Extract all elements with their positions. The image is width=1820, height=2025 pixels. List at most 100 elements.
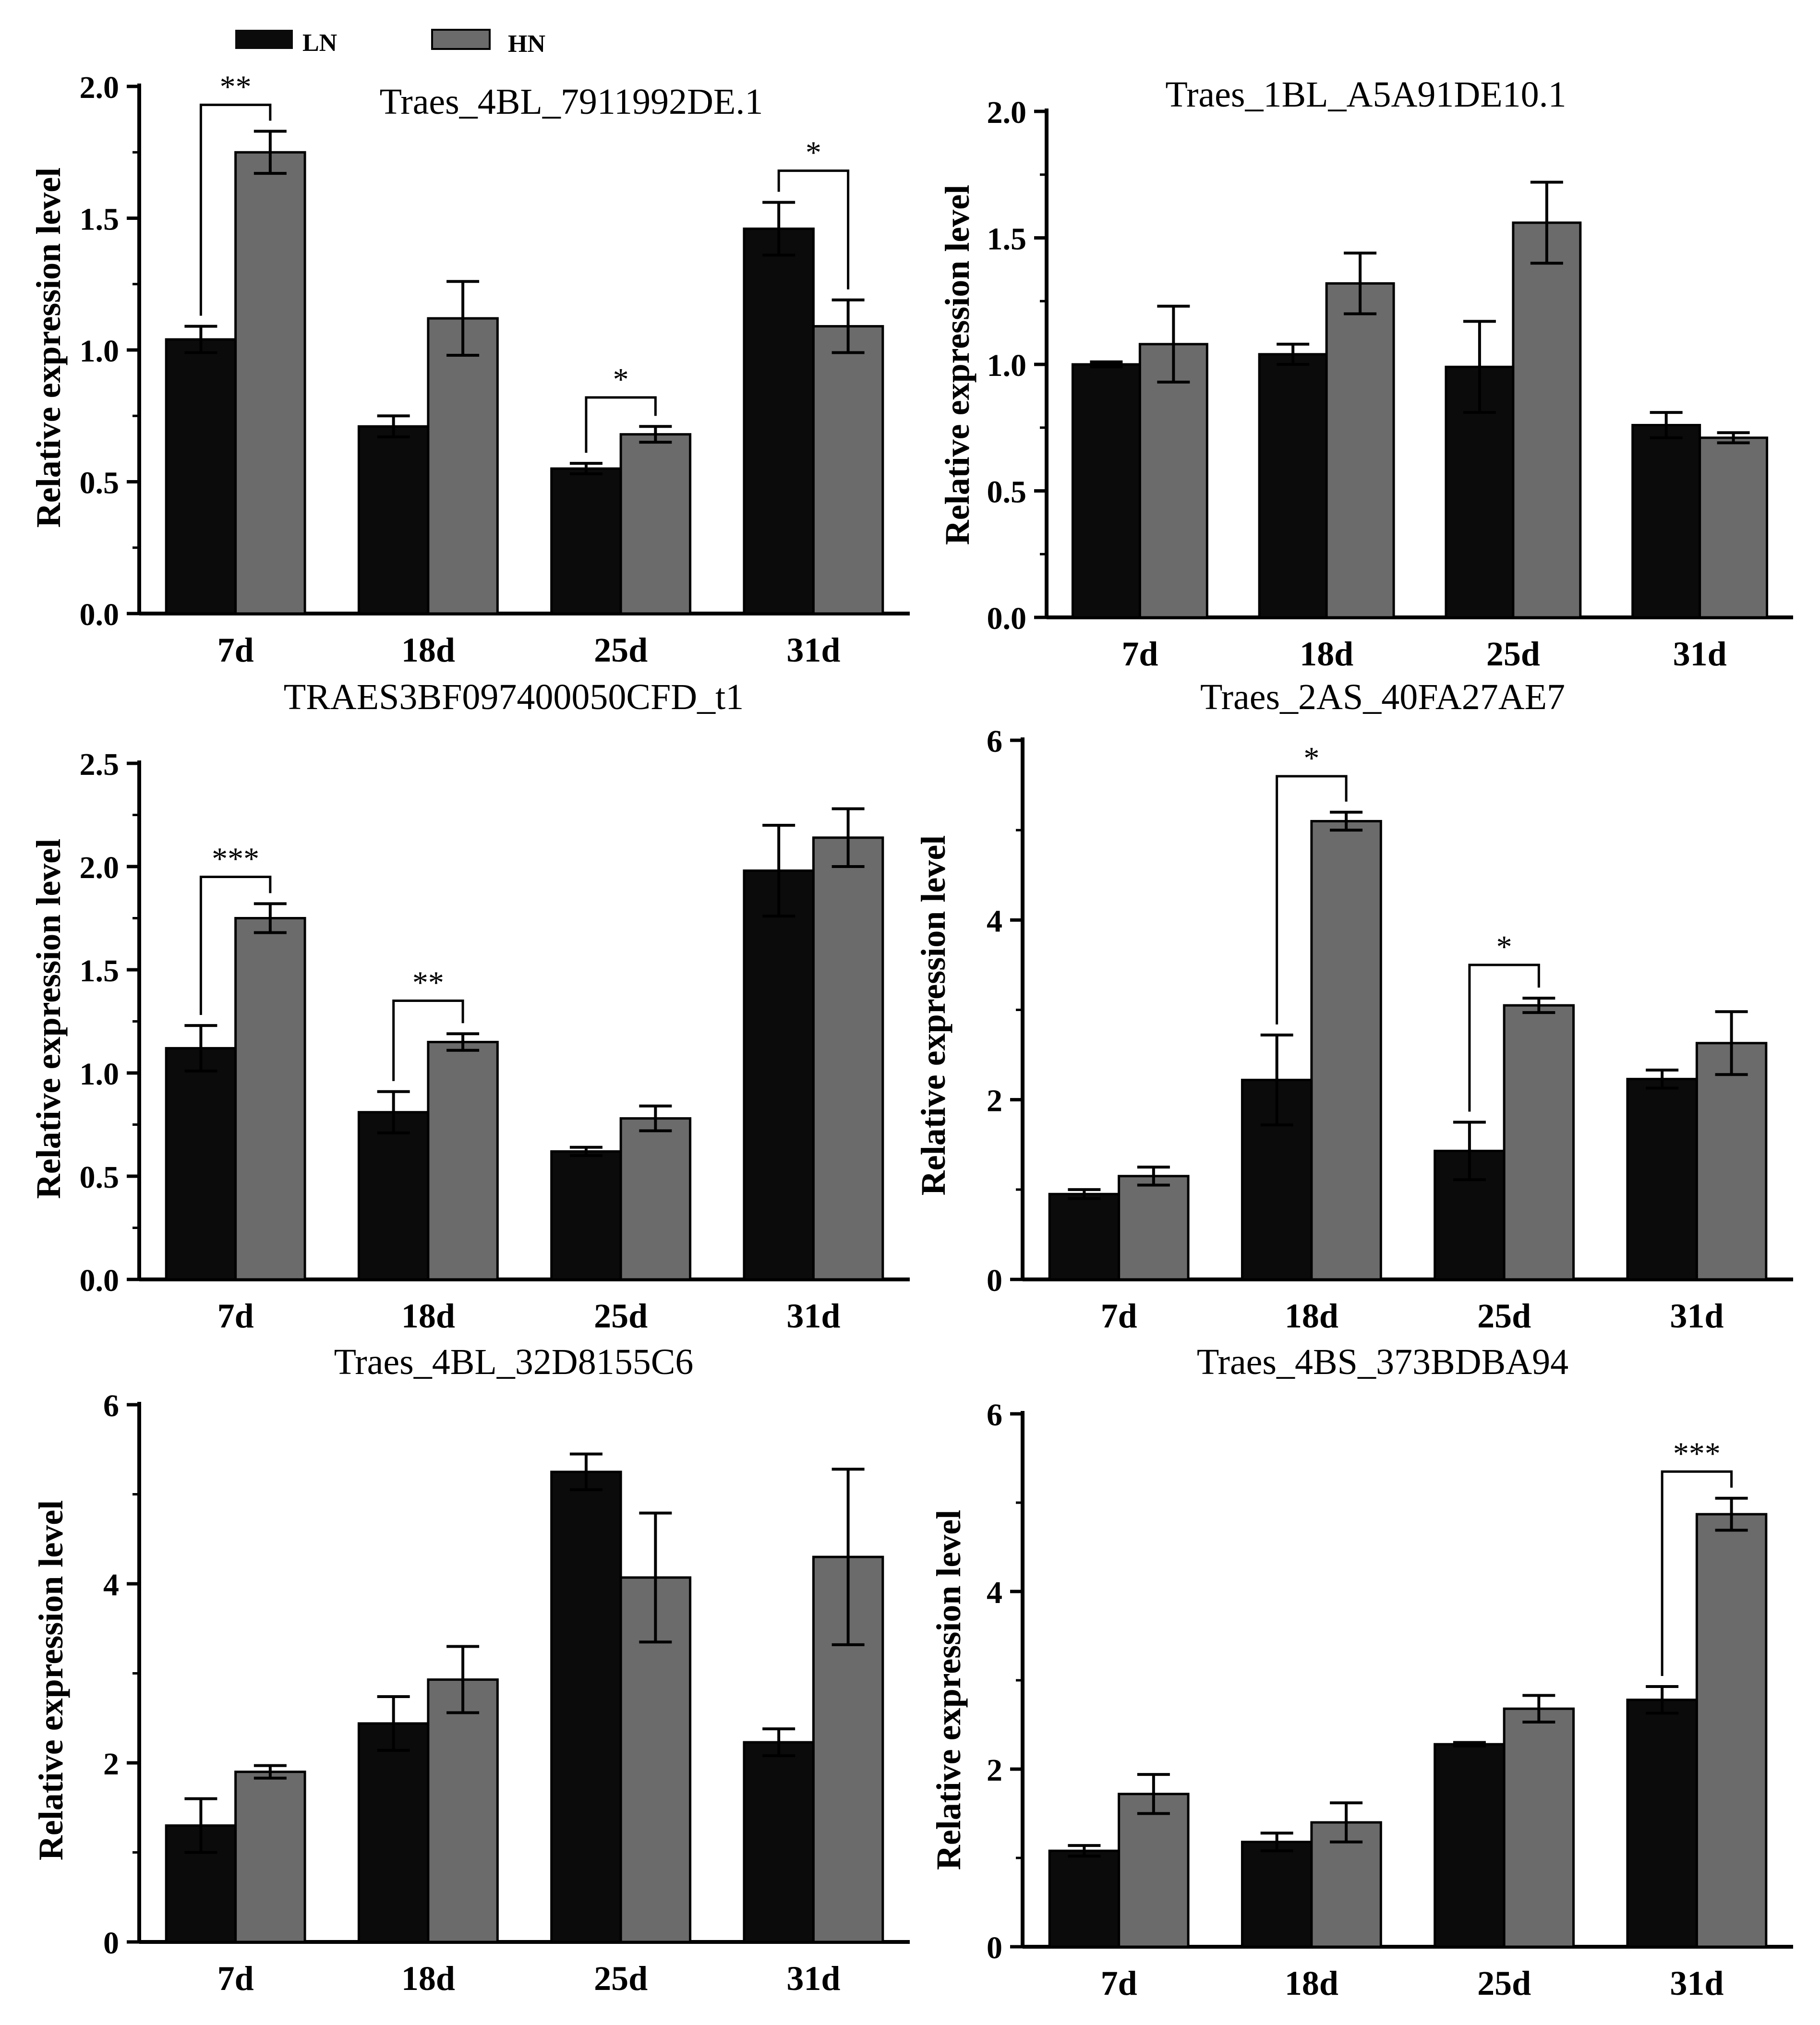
y-tick-label: 2.0 [80, 850, 120, 885]
significance-label: * [1303, 741, 1319, 776]
legend-swatch-hn [431, 29, 491, 50]
bar-ln-18d [357, 1722, 430, 1943]
significance-label: ** [412, 965, 444, 1000]
y-tick-label: 2.5 [80, 747, 120, 782]
bar-ln-25d [550, 1150, 622, 1281]
bar-hn-7d [1138, 343, 1208, 619]
significance-bracket [1468, 964, 1540, 1112]
chart-panel-1: Traes_4BL_7911992DE.1 Relative expressio… [29, 69, 910, 669]
bar-ln-25d [550, 467, 622, 615]
bar-hn-31d [1695, 1042, 1768, 1281]
bar-ln-25d [1434, 1743, 1506, 1948]
chart-panel-4: Traes_2AS_40FA27AE7 Relative expression … [914, 677, 1793, 1335]
significance-bracket [1661, 1470, 1733, 1676]
significance-bracket [777, 169, 850, 289]
bar-hn-25d [1512, 221, 1582, 619]
bar-hn-25d [619, 433, 692, 615]
bar-hn-25d [619, 1117, 692, 1281]
y-tick-label: 0.5 [80, 466, 120, 501]
y-tick-label: 6 [103, 1388, 119, 1423]
significance-label: ** [220, 69, 252, 104]
significance-bracket [585, 396, 657, 453]
y-tick-label: 6 [987, 1398, 1002, 1433]
bar-ln-18d [357, 425, 430, 615]
x-tick-label: 7d [1101, 1964, 1137, 2002]
chart-3-ylabel: Relative expression level [29, 839, 68, 1199]
chart-1-ylabel: Relative expression level [29, 168, 68, 528]
y-tick-label: 2.0 [80, 70, 120, 105]
y-tick-label: 4 [987, 904, 1002, 939]
chart-6-plot: 0 2 4 6 7d 18d 25d 31d *** [987, 1398, 1793, 2002]
y-tick-label: 2 [987, 1753, 1002, 1788]
x-tick-label: 31d [1673, 635, 1727, 673]
y-tick-label: 1.0 [987, 348, 1027, 383]
significance-label: * [806, 135, 821, 170]
chart-2-plot: 0.0 0.5 1.0 1.5 2.0 7d 18d 25d 31d [987, 95, 1793, 673]
legend: LN HN [235, 29, 545, 58]
x-tick-label: 25d [594, 1297, 648, 1335]
x-tick-label: 18d [401, 1959, 455, 1998]
y-tick-label: 1.0 [80, 334, 120, 369]
significance-bracket [1276, 775, 1348, 1025]
chart-2-title: Traes_1BL_A5A91DE10.1 [1165, 74, 1566, 115]
y-tick-label: 0.0 [987, 601, 1027, 636]
bar-hn-18d [427, 1041, 499, 1281]
significance-bracket [199, 876, 272, 1015]
bar-hn-18d [1325, 282, 1395, 619]
x-tick-label: 7d [217, 631, 254, 669]
bar-ln-31d [743, 227, 815, 615]
y-tick-label: 0.5 [80, 1160, 120, 1195]
x-tick-label: 25d [1477, 1964, 1531, 2002]
y-tick-label: 6 [987, 724, 1002, 759]
significance-label: *** [1673, 1436, 1721, 1471]
chart-6-ylabel: Relative expression level [929, 1510, 968, 1870]
y-tick-label: 2 [987, 1084, 1002, 1119]
bar-ln-7d [1048, 1193, 1121, 1281]
x-tick-label: 31d [786, 631, 840, 669]
y-tick-label: 2 [103, 1747, 119, 1782]
bar-hn-7d [1118, 1793, 1190, 1948]
bar-ln-25d [550, 1471, 622, 1943]
x-tick-label: 18d [401, 1297, 455, 1335]
x-tick-label: 18d [1285, 1297, 1338, 1335]
x-tick-label: 7d [1101, 1297, 1137, 1335]
chart-panel-3: TRAES3BF097400050CFD_t1 Relative express… [29, 677, 910, 1335]
x-tick-label: 18d [1300, 635, 1353, 673]
chart-4-plot: 0 2 4 6 7d 18d 25d 31d * * [987, 724, 1793, 1335]
bar-ln-31d [1626, 1078, 1698, 1281]
chart-5-ylabel: Relative expression level [32, 1500, 70, 1861]
bar-hn-18d [427, 317, 499, 615]
bar-hn-25d [1503, 1004, 1575, 1281]
bar-ln-7d [165, 1047, 237, 1281]
bar-ln-7d [165, 338, 237, 615]
bar-ln-18d [1241, 1078, 1313, 1281]
legend-swatch-ln [235, 30, 293, 49]
x-tick-label: 25d [1486, 635, 1540, 673]
chart-4-title: Traes_2AS_40FA27AE7 [1200, 677, 1565, 717]
y-tick-label: 1.5 [80, 202, 120, 237]
y-tick-label: 1.0 [80, 1057, 120, 1092]
bar-hn-18d [1310, 820, 1382, 1281]
chart-panel-2: Traes_1BL_A5A91DE10.1 Relative expressio… [938, 74, 1793, 673]
chart-6-title: Traes_4BS_373BDBA94 [1197, 1342, 1568, 1382]
bar-ln-7d [1071, 363, 1141, 619]
y-tick-label: 0 [103, 1926, 119, 1961]
x-tick-label: 25d [594, 1959, 648, 1998]
bar-hn-31d [812, 836, 884, 1281]
legend-label-hn: HN [508, 30, 545, 58]
chart-panel-6: Traes_4BS_373BDBA94 Relative expression … [929, 1342, 1793, 2002]
y-tick-label: 0.5 [987, 475, 1027, 510]
bar-hn-25d [1503, 1707, 1575, 1948]
x-tick-label: 25d [1477, 1297, 1531, 1335]
y-tick-label: 4 [103, 1567, 119, 1603]
bar-hn-7d [234, 917, 306, 1281]
chart-2-ylabel: Relative expression level [938, 185, 976, 545]
x-tick-label: 7d [217, 1959, 254, 1998]
x-tick-label: 31d [1670, 1964, 1724, 2002]
bar-hn-31d [812, 325, 884, 615]
bar-hn-7d [234, 151, 306, 615]
chart-1-plot: 0.00.51.01.52.07d 18d 25d 31d**** [80, 69, 910, 669]
bar-hn-7d [234, 1771, 306, 1943]
y-tick-label: 0.0 [80, 597, 120, 632]
